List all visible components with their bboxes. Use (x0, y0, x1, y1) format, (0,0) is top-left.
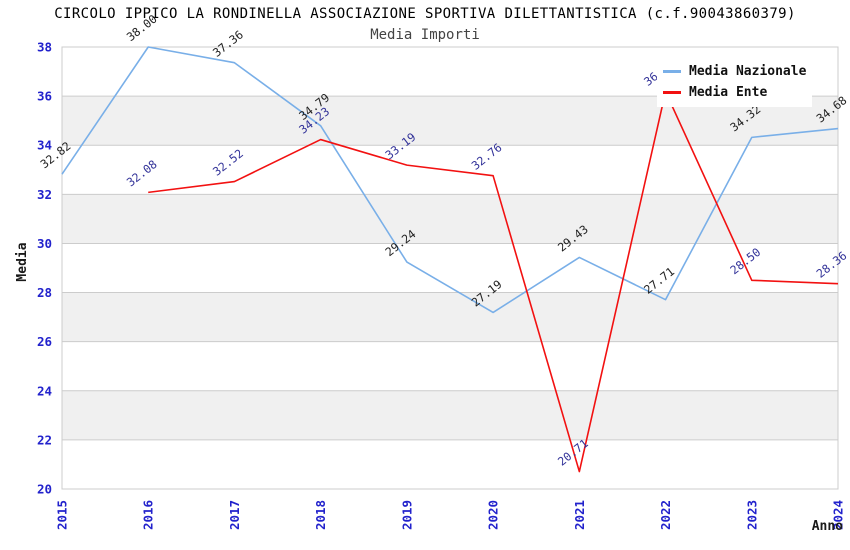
media-ente-line-swatch (663, 91, 681, 94)
y-tick-label: 36 (37, 89, 52, 104)
x-tick-label: 2019 (399, 500, 414, 530)
legend-item-media-ente: Media Ente (663, 82, 806, 103)
plot-band (62, 243, 838, 293)
x-tick-label: 2023 (744, 500, 759, 530)
x-tick-label: 2018 (313, 500, 328, 530)
y-tick-label: 24 (37, 383, 52, 398)
x-tick-label: 2017 (227, 500, 242, 530)
y-tick-label: 26 (37, 334, 52, 349)
plot-band (62, 390, 838, 440)
x-tick-label: 2020 (486, 500, 501, 530)
media-ente-line (148, 90, 839, 473)
plot-band (62, 439, 838, 489)
legend-label-media-ente: Media Ente (689, 85, 768, 100)
legend-label-media-nazionale: Media Nazionale (689, 64, 807, 79)
media-nazionale-data-label: 38.00 (124, 12, 160, 44)
y-tick-label: 34 (37, 138, 52, 153)
media-nazionale-line-swatch (663, 70, 681, 73)
x-tick-label: 2022 (658, 500, 673, 530)
x-tick-label: 2016 (141, 500, 156, 530)
y-tick-label: 28 (37, 285, 52, 300)
chart-subtitle: Media Importi (370, 27, 480, 43)
chart-title: CIRCOLO IPPICO LA RONDINELLA ASSOCIAZION… (54, 6, 796, 22)
plot-band (62, 341, 838, 391)
y-tick-label: 32 (37, 187, 52, 202)
legend: Media Nazionale Media Ente (657, 57, 813, 107)
legend-item-media-nazionale: Media Nazionale (663, 61, 806, 82)
y-axis-title: Media (15, 242, 30, 281)
x-tick-label: 2024 (831, 500, 846, 530)
y-tick-label: 20 (37, 482, 52, 497)
media-nazionale-line (61, 46, 839, 314)
x-tick-label: 2015 (55, 500, 70, 530)
y-tick-label: 30 (37, 236, 52, 251)
y-tick-label: 22 (37, 432, 52, 447)
plot-band (62, 292, 838, 342)
y-tick-label: 38 (37, 40, 52, 55)
x-tick-label: 2021 (572, 500, 587, 530)
x-axis-title: Anno (812, 519, 843, 534)
plot-border (61, 46, 839, 490)
plot-band (62, 194, 838, 244)
